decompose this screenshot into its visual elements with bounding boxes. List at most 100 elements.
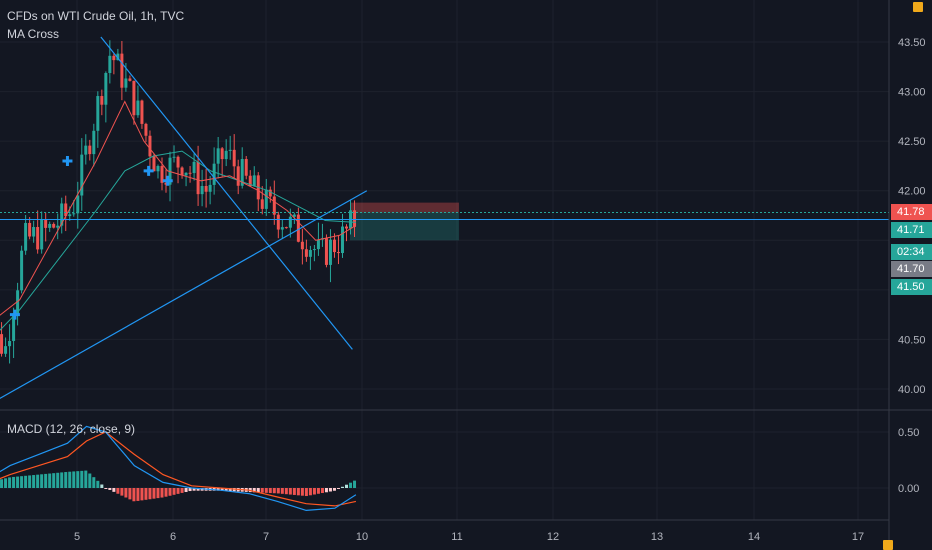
macd-histogram-bar [120, 488, 124, 496]
macd-histogram-bar [156, 488, 160, 499]
x-tick-label: 14 [748, 531, 760, 543]
countdown-badge: 02:34 [891, 244, 932, 260]
x-tick-label: 10 [356, 531, 368, 543]
candle-body [300, 241, 304, 250]
macd-histogram-bar [12, 476, 16, 488]
candle-body [164, 182, 168, 185]
candle-body [240, 159, 244, 186]
macd-histogram-bar [272, 488, 276, 494]
y-tick-label: 42.00 [898, 186, 926, 198]
macd-histogram-bar [328, 488, 332, 492]
macd-histogram-bar [168, 488, 172, 496]
macd-histogram-bar [228, 488, 232, 492]
trendlines[interactable] [0, 36, 368, 409]
candle-body [52, 223, 56, 228]
macd-histogram-bar [136, 488, 140, 501]
candle-body [176, 156, 180, 168]
macd-histogram-bar [100, 484, 104, 488]
macd-histogram-bar [332, 488, 336, 491]
macd-histogram-bar [152, 488, 156, 499]
x-tick-label: 12 [547, 531, 559, 543]
candle-body [232, 149, 236, 167]
candle-body [84, 145, 88, 155]
y-tick-label: 40.50 [898, 334, 926, 346]
y-tick-label: 43.50 [898, 37, 926, 49]
candle-body [172, 156, 176, 158]
candle-body [4, 346, 8, 354]
candle-body [288, 216, 292, 228]
candle-body [244, 159, 248, 176]
candle-body [140, 100, 144, 124]
macd-histogram-bar [148, 488, 152, 500]
macd-histogram-bar [180, 488, 184, 493]
candle-body [40, 219, 44, 250]
cross-markers [9, 155, 173, 320]
candle-body [100, 96, 104, 105]
price-badge: 41.50 [891, 279, 932, 295]
candle-body [208, 184, 212, 192]
candle-body [340, 226, 344, 254]
macd-signal-line [0, 431, 357, 507]
candle-body [44, 219, 48, 228]
macd-histogram-bar [196, 488, 200, 491]
target-zone [350, 212, 459, 241]
candle-body [148, 135, 152, 157]
candle-body [353, 210, 357, 227]
candle-body [68, 214, 72, 217]
candle-body [12, 315, 16, 341]
x-tick-label: 17 [852, 531, 864, 543]
macd-histogram-bar [316, 488, 320, 494]
scale-settings-icon[interactable] [883, 540, 893, 550]
candle-body [316, 239, 320, 250]
macd-histogram-bar [0, 479, 4, 488]
candle-body [104, 72, 108, 105]
candle-body [16, 290, 20, 316]
candle-body [144, 123, 148, 136]
macd-histogram-bar [52, 473, 56, 488]
candle-body [220, 148, 224, 160]
cross-marker [143, 165, 154, 176]
candle-body [280, 227, 284, 230]
macd-histogram-bar [176, 488, 180, 494]
y-tick-label: 43.00 [898, 87, 926, 99]
candle-body [36, 227, 40, 250]
macd-histogram-bar [112, 488, 116, 492]
macd-histogram-bar [192, 488, 196, 491]
position-tool[interactable] [350, 202, 459, 241]
macd-histogram-bar [172, 488, 176, 495]
macd-histogram-bar [308, 488, 312, 496]
macd-pane [0, 409, 932, 512]
macd-histogram-bar [216, 488, 220, 491]
candle-body [160, 166, 164, 183]
macd-y-tick-label: 0.50 [898, 427, 919, 439]
macd-histogram-bar [312, 488, 316, 495]
candle-body [188, 172, 192, 174]
macd-histogram-bar [124, 488, 128, 498]
stop-zone [350, 202, 459, 213]
macd-histogram-bar [224, 488, 228, 491]
candle-body [108, 55, 112, 73]
macd-histogram-bar [280, 488, 284, 494]
price-badge: 41.71 [891, 222, 932, 238]
candle-body [24, 222, 28, 251]
macd-histogram-bar [256, 488, 260, 493]
candle-body [116, 53, 120, 61]
macd-histogram-bar [20, 476, 24, 488]
candle-body [204, 185, 208, 192]
macd-histogram-bar [60, 472, 64, 488]
candle-body [92, 130, 96, 155]
grid [0, 0, 889, 520]
scale-settings-icon[interactable] [913, 2, 923, 12]
candle-body [72, 213, 76, 215]
candle-body [345, 226, 349, 229]
candle-body [0, 334, 4, 354]
candle-body [328, 239, 332, 265]
macd-histogram-bar [320, 488, 324, 494]
macd-histogram-bar [292, 488, 296, 495]
macd-histogram-bar [264, 488, 268, 493]
candle-body [312, 249, 316, 251]
candle-body [60, 203, 64, 226]
candle-body [212, 163, 216, 185]
